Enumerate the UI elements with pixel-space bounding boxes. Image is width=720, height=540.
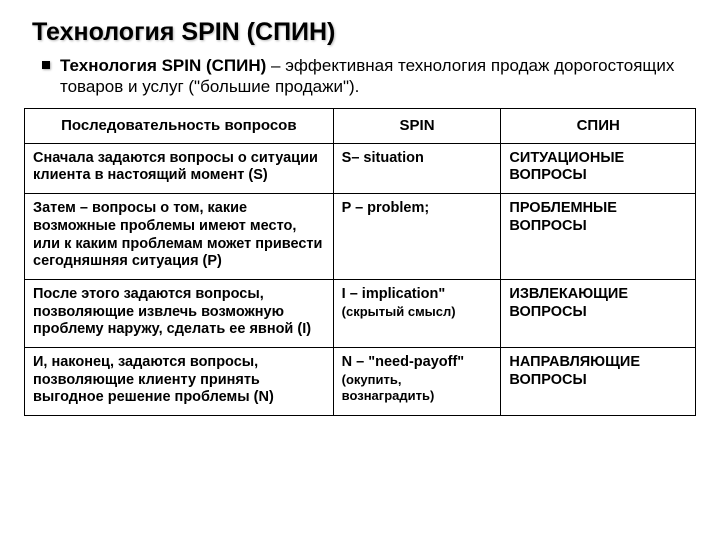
table-row: После этого задаются вопросы, позволяющи… xyxy=(25,279,696,347)
cell-spin-ru: ИЗВЛЕКАЮЩИЕ ВОПРОСЫ xyxy=(501,279,696,347)
ru-rest: ИТУАЦИОНЫЕ ВОПРОСЫ xyxy=(509,150,624,184)
ru-rest: ЗВЛЕКАЮЩИЕ ВОПРОСЫ xyxy=(509,286,628,320)
ru-prefix: И xyxy=(509,286,519,302)
cell-spin-ru: СИТУАЦИОНЫЕ ВОПРОСЫ xyxy=(501,143,696,193)
spin-table: Последовательность вопросов SPIN СПИН Сн… xyxy=(24,108,696,417)
cell-spin-sub: (скрытый смысл) xyxy=(342,304,493,320)
ru-prefix: П xyxy=(509,200,519,216)
cell-sequence: Сначала задаются вопросы о ситуации клие… xyxy=(33,150,318,184)
col-header-spin: SPIN xyxy=(333,108,501,143)
ru-rest: АПРАВЛЯЮЩИЕ ВОПРОСЫ xyxy=(509,354,640,388)
ru-prefix: Н xyxy=(509,354,519,370)
subtitle-strong: Технология SPIN (СПИН) xyxy=(60,56,266,75)
ru-rest: РОБЛЕМНЫЕ ВОПРОСЫ xyxy=(509,200,617,234)
table-row: Сначала задаются вопросы о ситуации клие… xyxy=(25,143,696,193)
cell-sequence: Затем – вопросы о том, какие возможные п… xyxy=(33,200,322,269)
subtitle-text: Технология SPIN (СПИН) – эффективная тех… xyxy=(60,55,696,98)
col-header-sequence: Последовательность вопросов xyxy=(25,108,334,143)
bullet-icon xyxy=(42,61,50,69)
cell-spin-ru: НАПРАВЛЯЮЩИЕ ВОПРОСЫ xyxy=(501,347,696,415)
subtitle-line: Технология SPIN (СПИН) – эффективная тех… xyxy=(42,55,696,98)
col-header-spin-ru: СПИН xyxy=(501,108,696,143)
table-row: И, наконец, задаются вопросы, позволяющи… xyxy=(25,347,696,415)
cell-spin-ru: ПРОБЛЕМНЫЕ ВОПРОСЫ xyxy=(501,194,696,280)
cell-spin-main: P – problem; xyxy=(342,200,493,218)
table-row: Затем – вопросы о том, какие возможные п… xyxy=(25,194,696,280)
cell-spin-main: S– situation xyxy=(342,150,493,168)
cell-spin-main: I – implication" xyxy=(342,286,493,304)
cell-spin-sub: (окупить, вознаградить) xyxy=(342,372,493,404)
ru-prefix: С xyxy=(509,150,519,166)
cell-sequence: После этого задаются вопросы, позволяющи… xyxy=(33,286,311,337)
cell-sequence: И, наконец, задаются вопросы, позволяющи… xyxy=(33,354,274,405)
cell-spin-main: N – "need-payoff" xyxy=(342,354,493,372)
page-title: Технология SPIN (СПИН) xyxy=(32,18,696,47)
table-header-row: Последовательность вопросов SPIN СПИН xyxy=(25,108,696,143)
